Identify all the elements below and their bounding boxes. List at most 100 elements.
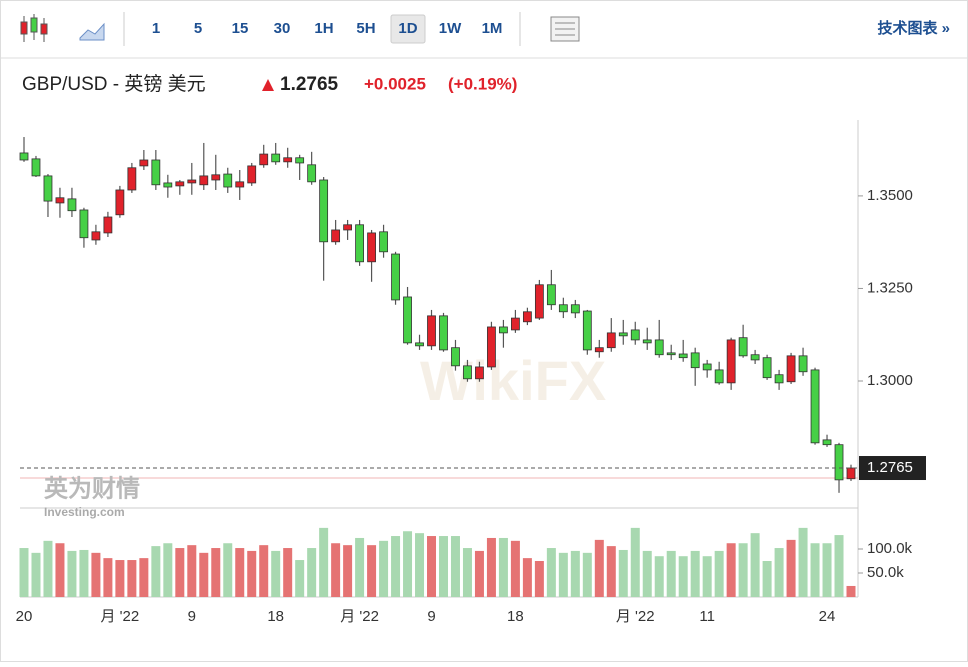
candle-body	[67, 198, 77, 212]
volume-bar	[678, 556, 688, 597]
candle-body	[403, 296, 412, 344]
change-pct: (+0.19%)	[448, 74, 517, 93]
y-tick-label: 1.3250	[867, 279, 913, 296]
volume-bar	[79, 549, 89, 597]
interval-button[interactable]: 1W	[439, 20, 462, 37]
candle-body	[834, 444, 844, 481]
candle-body	[19, 152, 29, 161]
candle-body	[463, 365, 472, 380]
table-icon[interactable]	[550, 16, 580, 42]
volume-bar	[510, 540, 520, 597]
volume-bar	[606, 546, 616, 597]
volume-bar	[19, 548, 29, 597]
candle-body	[475, 366, 484, 380]
volume-bar	[115, 560, 125, 597]
volume-bar	[307, 548, 317, 597]
volume-bar	[750, 533, 760, 597]
volume-bar	[798, 527, 808, 597]
volume-bar	[31, 552, 41, 597]
candle-body	[606, 332, 616, 349]
volume-bar	[343, 545, 353, 597]
interval-button[interactable]: 1	[152, 20, 160, 37]
volume-bar	[175, 548, 185, 597]
candle-body	[319, 179, 329, 243]
candle-body	[499, 326, 508, 334]
volume-bar	[486, 537, 496, 597]
volume-bar	[438, 536, 448, 597]
candle-icon[interactable]	[20, 14, 48, 42]
candle-body	[355, 224, 364, 263]
x-tick-label: 18	[267, 608, 284, 625]
interval-button[interactable]: 1H	[314, 20, 333, 37]
candle-body	[259, 153, 269, 166]
candle-body	[235, 181, 245, 188]
candle-body	[798, 355, 808, 373]
interval-button[interactable]: 30	[274, 20, 291, 37]
interval-button[interactable]: 1M	[482, 20, 503, 37]
volume-bar	[762, 561, 772, 597]
volume-bar	[522, 558, 532, 597]
technical-link[interactable]: 技术图表 »	[877, 19, 950, 37]
volume-bar	[810, 543, 820, 597]
volume-bar	[319, 527, 329, 597]
candle-body	[522, 311, 532, 323]
price: 1.2765	[280, 74, 339, 95]
volume-bar	[666, 550, 676, 597]
volume-bar	[786, 539, 796, 597]
volume-tick-label: 50.0k	[867, 564, 904, 581]
candle-body	[151, 159, 161, 186]
volume-bar	[127, 560, 137, 597]
x-tick-label: 20	[16, 608, 33, 625]
x-tick-label: 24	[819, 608, 836, 625]
candle-body	[103, 216, 113, 234]
volume-bar	[702, 556, 712, 597]
volume-bar	[103, 558, 113, 597]
candle-body	[55, 197, 65, 204]
volume-bar	[726, 543, 736, 597]
volume-bar	[295, 560, 305, 597]
volume-bar	[738, 543, 748, 597]
candle-body	[618, 332, 628, 337]
volume-bar	[187, 545, 197, 597]
candle-body	[415, 342, 424, 347]
x-tick-label: 9	[188, 608, 196, 625]
watermark: WikiFX	[420, 349, 606, 412]
interval-button[interactable]: 15	[232, 20, 249, 37]
candle-body	[690, 352, 700, 369]
candle-body	[307, 164, 317, 183]
candle-body	[175, 181, 185, 187]
candle-body	[367, 232, 376, 263]
candle-body	[642, 339, 652, 344]
x-tick-label: 月 '22	[340, 608, 379, 625]
candle-body	[139, 159, 149, 167]
candle-body	[91, 231, 101, 241]
volume-bar	[450, 536, 460, 597]
interval-button[interactable]: 5H	[356, 20, 375, 37]
candle-body	[678, 353, 688, 359]
candle-body	[726, 339, 736, 384]
volume-bar	[43, 540, 53, 597]
volume-bar	[474, 550, 484, 597]
interval-button[interactable]: 5	[194, 20, 202, 37]
volume-bar	[846, 585, 856, 597]
interval-button[interactable]: 1D	[398, 20, 417, 37]
volume-bar	[403, 531, 413, 597]
volume-bar	[534, 561, 544, 597]
candle-body	[283, 157, 293, 163]
candle-body	[127, 167, 137, 191]
area-icon[interactable]	[79, 22, 105, 41]
candle-body	[31, 158, 41, 177]
x-tick-label: 11	[699, 608, 715, 625]
candle-body	[714, 369, 724, 384]
volume-bar	[654, 556, 664, 597]
candle-body	[331, 229, 341, 243]
candle-body	[379, 231, 388, 253]
volume-bar	[774, 548, 784, 597]
candle-body	[223, 173, 233, 188]
volume-bar	[618, 549, 628, 597]
volume-bar	[415, 533, 425, 597]
candle-body	[163, 182, 173, 188]
volume-bar	[67, 550, 77, 597]
candle-body	[702, 363, 712, 371]
candle-body	[534, 284, 544, 319]
